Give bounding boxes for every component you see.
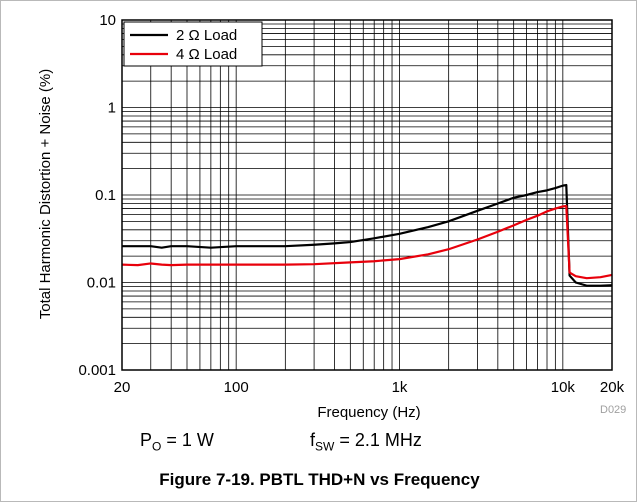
legend-box xyxy=(123,21,263,67)
fsw-symbol: f xyxy=(310,430,316,450)
y-axis-label: Total Harmonic Distortion + Noise (%) xyxy=(37,69,54,320)
x-tick-label: 20 xyxy=(114,379,131,396)
series-line-1 xyxy=(122,183,613,287)
chart-series xyxy=(121,183,613,287)
chart-legend: 2 Ω Load 4 Ω Load xyxy=(123,21,263,67)
legend-label: 4 Ω Load xyxy=(176,46,237,63)
figure-code: D029 xyxy=(600,404,627,416)
y-tick-label: 0.01 xyxy=(87,275,116,292)
po-subscript: O xyxy=(152,439,162,454)
legend-label: 2 Ω Load xyxy=(176,27,237,44)
y-tick-label: 0.001 xyxy=(78,362,116,379)
po-symbol: P xyxy=(140,430,153,450)
x-axis-label: Frequency (Hz) xyxy=(317,404,420,420)
x-tick-label: 1k xyxy=(392,379,408,396)
condition-fsw: fSW = 2.1 MHz xyxy=(310,430,422,454)
po-value: = 1 W xyxy=(161,430,214,450)
fsw-value: = 2.1 MHz xyxy=(334,430,422,450)
chart-grid xyxy=(122,20,612,370)
y-tick-label: 10 xyxy=(99,12,116,29)
fsw-subscript: SW xyxy=(315,439,335,454)
plot-area-border xyxy=(121,19,613,371)
x-tick-label: 20k xyxy=(600,379,625,396)
thd-n-chart: 20 100 1k 10k 20k 0.001 0.01 0.1 1 10 2 Ω Load 4 Ω… xyxy=(37,12,625,420)
condition-po: PO = 1 W xyxy=(140,430,214,454)
x-tick-label: 100 xyxy=(224,379,249,396)
tick-labels: 20 100 1k 10k 20k 0.001 0.01 0.1 1 10 xyxy=(78,12,624,396)
series-line-2 xyxy=(121,204,613,280)
y-tick-label: 0.1 xyxy=(95,187,116,204)
figure-caption: Figure 7-19. PBTL THD+N vs Frequency xyxy=(159,470,480,489)
y-tick-label: 1 xyxy=(108,100,116,117)
x-tick-label: 10k xyxy=(551,379,576,396)
